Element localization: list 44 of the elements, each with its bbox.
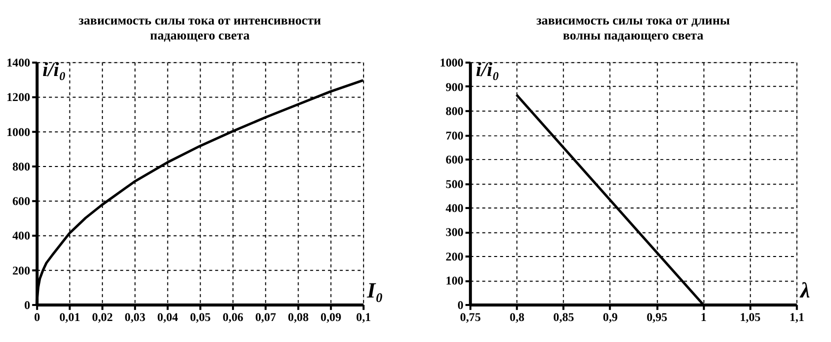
x-tick-label: 0,8 xyxy=(510,310,525,324)
x-axis-title: I₀ xyxy=(366,278,384,303)
y-tick-label: 1200 xyxy=(6,90,30,104)
y-tick-label: 0 xyxy=(458,298,464,312)
x-tick-label: 0,09 xyxy=(320,310,342,324)
y-tick-label: 0 xyxy=(24,298,30,312)
y-tick-label: 600 xyxy=(12,194,30,208)
x-tick-label: 0,07 xyxy=(255,310,276,324)
y-tick-label: 200 xyxy=(12,263,30,278)
x-tick-label: 0,05 xyxy=(190,310,211,324)
chart-title: зависимость силы тока от длины волны падающего света xyxy=(536,14,730,42)
x-tick-label: 0,75 xyxy=(460,310,481,324)
x-tick-label: 1 xyxy=(700,310,707,324)
x-tick-label: 0,1 xyxy=(356,310,372,324)
y-tick-label: 1000 xyxy=(440,56,464,70)
x-tick-label: 0,03 xyxy=(124,310,146,324)
x-tick-label: 1,05 xyxy=(740,310,761,324)
y-tick-label: 500 xyxy=(446,176,464,191)
x-tick-label: 0,06 xyxy=(222,310,244,324)
x-axis-title: λ xyxy=(799,278,810,303)
y-axis-title: i/i₀ xyxy=(476,58,500,81)
y-tick-label: 400 xyxy=(446,200,464,215)
y-tick-label: 900 xyxy=(446,80,464,94)
chart-title: зависимость силы тока от интенсивности падающего света xyxy=(78,14,322,42)
x-tick-label: 0,08 xyxy=(288,310,309,324)
y-tick-label: 100 xyxy=(446,274,464,288)
y-tick-label: 1400 xyxy=(6,56,30,70)
x-tick-label: 0,01 xyxy=(59,310,80,324)
x-tick-label: 0 xyxy=(34,310,40,324)
y-tick-label: 1000 xyxy=(6,124,30,139)
y-axis-title: i/i₀ xyxy=(42,58,66,81)
y-tick-label: 300 xyxy=(446,225,464,240)
x-tick-label: 0,95 xyxy=(646,310,668,324)
x-tick-label: 0,85 xyxy=(553,310,574,324)
y-tick-label: 700 xyxy=(446,128,464,142)
y-tick-label: 200 xyxy=(446,249,464,264)
x-tick-label: 0,9 xyxy=(602,310,618,324)
y-tick-label: 800 xyxy=(12,159,30,174)
x-tick-label: 0,04 xyxy=(157,310,178,324)
x-tick-label: 0,02 xyxy=(92,310,113,324)
y-tick-label: 800 xyxy=(446,104,464,118)
y-tick-label: 600 xyxy=(446,152,464,167)
y-tick-label: 400 xyxy=(12,228,30,243)
x-tick-label: 1,1 xyxy=(789,310,804,324)
